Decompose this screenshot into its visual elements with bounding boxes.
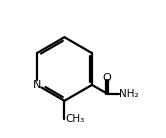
Text: NH₂: NH₂ bbox=[119, 88, 139, 99]
Text: CH₃: CH₃ bbox=[65, 114, 84, 124]
Text: N: N bbox=[33, 80, 41, 90]
Text: O: O bbox=[103, 73, 111, 83]
